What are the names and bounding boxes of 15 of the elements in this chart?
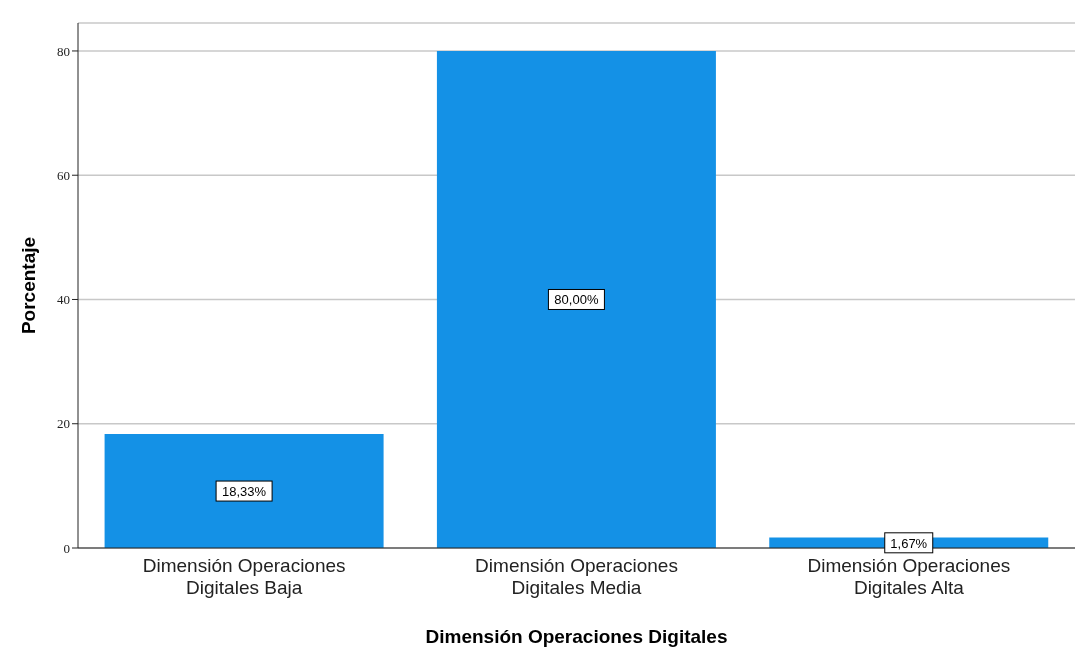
y-tick-label: 40 bbox=[57, 292, 70, 308]
data-label: 18,33% bbox=[222, 484, 267, 500]
y-axis-title: Porcentaje bbox=[17, 236, 39, 335]
x-tick-label: Dimensión Operaciones Digitales Alta bbox=[807, 555, 1011, 598]
x-axis-title: Dimensión Operaciones Digitales bbox=[425, 626, 728, 647]
x-tick-label: Dimensión Operaciones Digitales Media bbox=[475, 555, 678, 598]
bar bbox=[104, 434, 384, 548]
x-tick-label: Dimensión Operaciones Digitales Baja bbox=[142, 555, 346, 598]
y-tick-label: 0 bbox=[63, 540, 70, 556]
data-label: 1,67% bbox=[890, 535, 928, 551]
bar bbox=[436, 50, 716, 548]
data-label: 80,00% bbox=[554, 292, 599, 308]
y-tick-label: 20 bbox=[57, 416, 70, 432]
y-tick-label: 60 bbox=[57, 167, 70, 183]
y-tick-label: 80 bbox=[57, 43, 70, 59]
